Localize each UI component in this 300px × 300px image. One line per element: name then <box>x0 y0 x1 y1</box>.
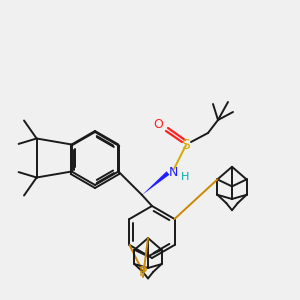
Text: P: P <box>139 265 147 279</box>
Text: O: O <box>153 118 163 130</box>
Polygon shape <box>142 171 170 195</box>
Text: S: S <box>182 138 190 152</box>
Text: H: H <box>181 172 189 182</box>
Text: N: N <box>168 166 178 178</box>
